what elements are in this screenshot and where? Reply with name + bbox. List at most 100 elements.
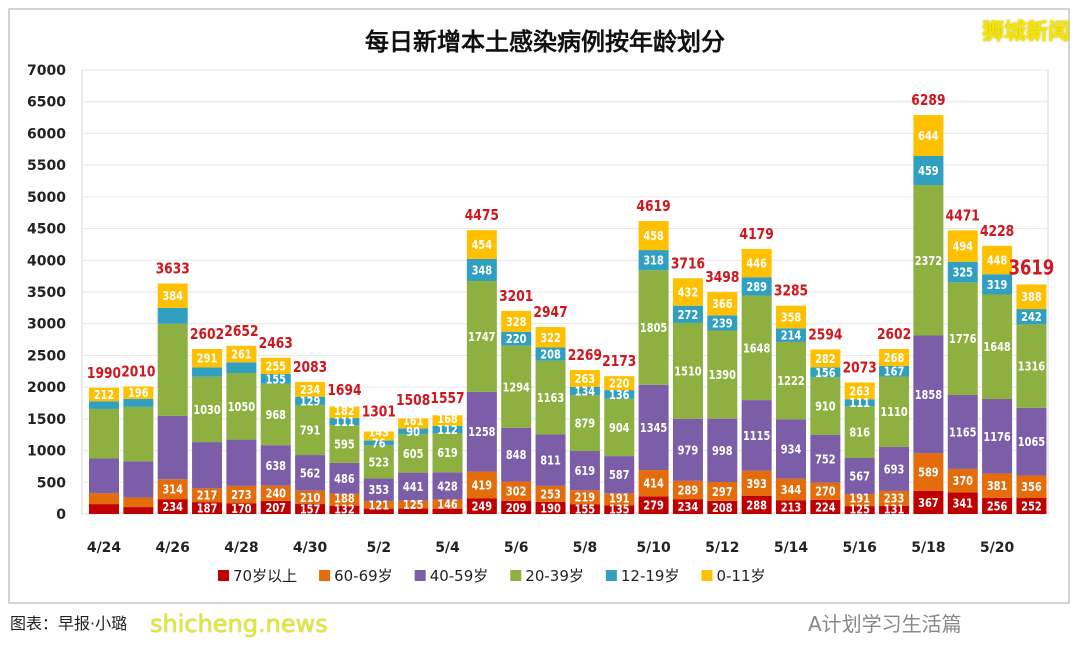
data-label: 934 bbox=[781, 443, 802, 457]
data-label: 256 bbox=[987, 499, 1008, 513]
data-label: 595 bbox=[334, 438, 355, 452]
legend-swatch bbox=[605, 570, 617, 581]
bar-segment bbox=[604, 376, 635, 391]
total-label: 2602 bbox=[190, 326, 224, 343]
bar-segment bbox=[741, 495, 772, 514]
data-label: 207 bbox=[265, 501, 286, 515]
data-label: 381 bbox=[987, 479, 1008, 493]
data-label: 212 bbox=[94, 388, 115, 402]
bar-segment bbox=[295, 381, 326, 397]
total-label: 6289 bbox=[911, 92, 945, 109]
data-label: 458 bbox=[643, 229, 664, 243]
bar-segment bbox=[363, 508, 394, 514]
bar-segment bbox=[672, 305, 703, 323]
bar-segment bbox=[363, 478, 394, 501]
data-label: 693 bbox=[884, 462, 905, 476]
data-label: 220 bbox=[609, 377, 630, 391]
bar-segment bbox=[192, 488, 223, 503]
data-label: 134 bbox=[575, 385, 596, 399]
data-label: 384 bbox=[162, 289, 183, 303]
bar-segment bbox=[913, 490, 944, 514]
bar-segment bbox=[741, 248, 772, 278]
data-label: 272 bbox=[678, 308, 699, 322]
y-tick-label: 4000 bbox=[27, 253, 66, 269]
bar-segment bbox=[982, 245, 1013, 275]
data-label: 1030 bbox=[193, 403, 221, 417]
bar-5/19: 341 370 1165 1776 325 494 4471 bbox=[946, 207, 980, 514]
data-label: 132 bbox=[334, 503, 355, 517]
data-label: 2372 bbox=[915, 254, 942, 268]
data-label: 562 bbox=[300, 466, 321, 480]
data-label: 196 bbox=[128, 386, 149, 400]
bar-5/5: 249 419 1258 1747 348 454 4475 bbox=[465, 207, 499, 514]
data-label: 1805 bbox=[640, 321, 667, 335]
bar-segment bbox=[672, 418, 703, 481]
bar-segment bbox=[89, 458, 119, 494]
data-label: 486 bbox=[334, 472, 355, 486]
x-tick-label: 5/18 bbox=[911, 540, 945, 556]
bar-segment bbox=[879, 446, 910, 491]
bar-segment bbox=[913, 335, 944, 454]
data-label: 353 bbox=[369, 483, 390, 497]
data-label: 224 bbox=[815, 500, 836, 514]
legend-swatch bbox=[510, 570, 522, 581]
data-label: 182 bbox=[334, 404, 355, 418]
bar-segment bbox=[810, 367, 841, 378]
legend-item: 20-39岁 bbox=[510, 567, 584, 585]
data-label: 454 bbox=[472, 238, 493, 252]
data-label: 188 bbox=[334, 492, 355, 506]
bar-segment bbox=[879, 348, 910, 366]
legend-label: 12-19岁 bbox=[621, 567, 680, 585]
y-tick-label: 3000 bbox=[27, 317, 66, 333]
data-label: 253 bbox=[540, 487, 561, 501]
data-label: 156 bbox=[815, 366, 836, 380]
y-axis: 0 500 1000 1500 2000 2500 3000 3500 4000 4500 5000… bbox=[27, 63, 66, 523]
data-label: 393 bbox=[746, 477, 767, 491]
bar-segment bbox=[535, 501, 566, 514]
bar-segment bbox=[398, 428, 429, 435]
bar-segment bbox=[295, 396, 326, 405]
bar-segment bbox=[1016, 309, 1047, 325]
bar-segment bbox=[672, 322, 703, 419]
bar-segment bbox=[741, 277, 772, 296]
bar-segment bbox=[295, 455, 326, 491]
bar-segment bbox=[1016, 498, 1047, 514]
bar-segment bbox=[501, 310, 532, 332]
bar-segment bbox=[363, 445, 394, 479]
x-axis: 4/24 4/26 4/28 4/30 5/2 5/4 5/6 5/8 5/10 5/12 5/14… bbox=[87, 540, 1015, 556]
bar-segment bbox=[604, 505, 635, 514]
chart-credit: 图表：早报·小璐 bbox=[10, 614, 128, 633]
data-label: 1858 bbox=[915, 388, 942, 402]
bar-segment bbox=[1016, 407, 1047, 476]
bar-segment bbox=[844, 382, 875, 400]
bar-segment bbox=[879, 490, 910, 506]
data-label: 135 bbox=[609, 503, 630, 517]
watermark-shicheng: shicheng.news bbox=[150, 610, 328, 638]
data-label: 297 bbox=[712, 485, 733, 499]
legend-swatch bbox=[701, 570, 713, 581]
bar-segment bbox=[844, 493, 875, 507]
data-label: 341 bbox=[952, 497, 973, 511]
data-label: 1176 bbox=[983, 430, 1011, 444]
data-label: 388 bbox=[1021, 290, 1042, 304]
bar-segment bbox=[501, 345, 532, 428]
bar-segment bbox=[844, 406, 875, 458]
bar-segment bbox=[157, 307, 188, 324]
data-label: 414 bbox=[643, 477, 664, 491]
total-label: 2594 bbox=[808, 326, 842, 343]
data-label: 302 bbox=[506, 485, 527, 499]
data-label: 111 bbox=[849, 396, 870, 410]
total-label: 1557 bbox=[430, 390, 464, 407]
bar-segment bbox=[707, 418, 738, 482]
x-tick-label: 5/4 bbox=[435, 540, 460, 556]
bar-segment bbox=[398, 434, 429, 473]
bar-segment bbox=[535, 347, 566, 361]
data-label: 270 bbox=[815, 485, 836, 499]
data-label: 1115 bbox=[743, 429, 770, 443]
bar-segment bbox=[535, 485, 566, 502]
data-label: 170 bbox=[231, 502, 252, 516]
data-label: 1776 bbox=[949, 332, 977, 346]
